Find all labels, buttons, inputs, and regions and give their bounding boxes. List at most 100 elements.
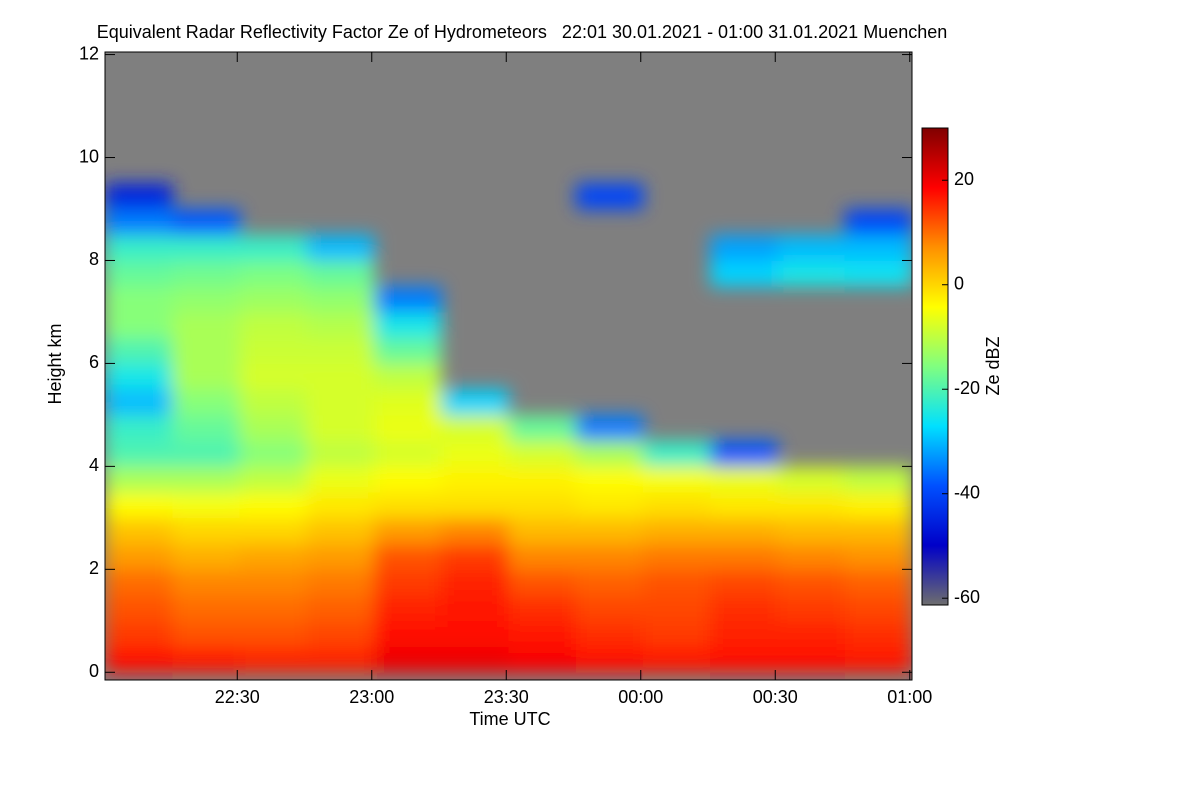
heatmap-cell [306, 466, 375, 493]
heatmap-cell [374, 311, 442, 339]
y-axis-label: Height km [45, 323, 65, 404]
heatmap-cell [172, 569, 240, 596]
heatmap-cell [643, 466, 711, 493]
heatmap-cell [239, 543, 308, 570]
heatmap-cell [172, 363, 240, 390]
heatmap-cell [844, 260, 912, 287]
heatmap-cell [239, 620, 308, 648]
heatmap-cell [172, 234, 240, 261]
heatmap-cell [105, 595, 173, 622]
heatmap-cell [306, 414, 375, 442]
heatmap-cell [374, 543, 442, 570]
heatmap-cell [575, 620, 644, 648]
x-tick-label: 23:30 [484, 687, 529, 707]
colorbar-tick-label: -20 [954, 378, 980, 398]
heatmap-cell [643, 440, 711, 467]
heatmap-cell [777, 260, 846, 287]
heatmap-cell [643, 543, 711, 570]
heatmap-cell [575, 414, 644, 442]
heatmap-cell [374, 517, 442, 545]
heatmap-cell [575, 569, 644, 596]
colorbar-tick-label: -40 [954, 482, 980, 502]
heatmap-cell [643, 595, 711, 622]
heatmap-cell [306, 620, 375, 648]
heatmap-cell [105, 492, 173, 519]
heatmap-cell [306, 260, 375, 287]
heatmap-cell [374, 595, 442, 622]
heatmap-cell [306, 595, 375, 622]
heatmap-cell [441, 440, 509, 467]
heatmap-cell [306, 492, 375, 519]
heatmap-cell [306, 363, 375, 390]
heatmap-cell [105, 183, 173, 210]
heatmap-cell [643, 492, 711, 519]
heatmap-cell [710, 440, 778, 467]
y-tick-label: 12 [79, 43, 99, 63]
heatmap-cell [441, 517, 509, 545]
heatmap-cell [239, 517, 308, 545]
heatmap-cell [710, 620, 778, 648]
heatmap-cell [508, 620, 577, 648]
heatmap-cell [710, 543, 778, 570]
heatmap-cell [239, 260, 308, 287]
heatmap-cell [374, 286, 442, 313]
heatmap-cell [710, 492, 778, 519]
heatmap-cell [172, 209, 240, 236]
heatmap-cell [105, 517, 173, 545]
heatmap-cell [844, 517, 912, 545]
heatmap-cell [710, 646, 778, 673]
heatmap-cell [508, 595, 577, 622]
heatmap-cell [710, 466, 778, 493]
heatmap-cell [105, 260, 173, 287]
heatmap-cell [306, 569, 375, 596]
heatmap-cell [508, 440, 577, 467]
heatmap-cell [844, 543, 912, 570]
heatmap-cell [575, 517, 644, 545]
heatmap-cell [172, 466, 240, 493]
heatmap-cell [105, 311, 173, 339]
heatmap-cell [844, 646, 912, 673]
heatmap-cell [239, 646, 308, 673]
heatmap-cell [575, 183, 644, 210]
heatmap-cell [172, 311, 240, 339]
heatmap-cell [239, 363, 308, 390]
heatmap-cell [777, 543, 846, 570]
heatmap-cell [844, 569, 912, 596]
x-tick-label: 00:30 [753, 687, 798, 707]
heatmap-cell [710, 569, 778, 596]
heatmap-cell [777, 569, 846, 596]
colorbar [921, 127, 949, 606]
heatmap-cell [844, 595, 912, 622]
heatmap-cell [844, 234, 912, 261]
heatmap-cell [441, 414, 509, 442]
heatmap-cell [306, 286, 375, 313]
heatmap-cell [105, 466, 173, 493]
heatmap-cell [710, 517, 778, 545]
heatmap-cell [239, 234, 308, 261]
heatmap-cell [710, 260, 778, 287]
heatmap-cell [441, 466, 509, 493]
heatmap-cell [777, 492, 846, 519]
heatmap-cell [172, 389, 240, 416]
heatmap-cell [710, 595, 778, 622]
heatmap-cell [306, 389, 375, 416]
heatmap-cell [643, 517, 711, 545]
heatmap-cell [374, 646, 442, 673]
heatmap-cell [575, 492, 644, 519]
heatmap-cell [239, 286, 308, 313]
heatmap-cell [239, 414, 308, 442]
heatmap-cell [105, 363, 173, 390]
x-tick-label: 22:30 [215, 687, 260, 707]
heatmap-cell [306, 234, 375, 261]
heatmap-cell [172, 337, 240, 364]
y-tick-label: 0 [89, 661, 99, 681]
heatmap-cell [374, 620, 442, 648]
heatmap-cell [105, 209, 173, 236]
heatmap-cell [105, 234, 173, 261]
heatmap-cell [172, 646, 240, 673]
heatmap-cell [441, 569, 509, 596]
heatmap-cell [172, 517, 240, 545]
heatmap-cell [306, 543, 375, 570]
heatmap-cell [441, 595, 509, 622]
